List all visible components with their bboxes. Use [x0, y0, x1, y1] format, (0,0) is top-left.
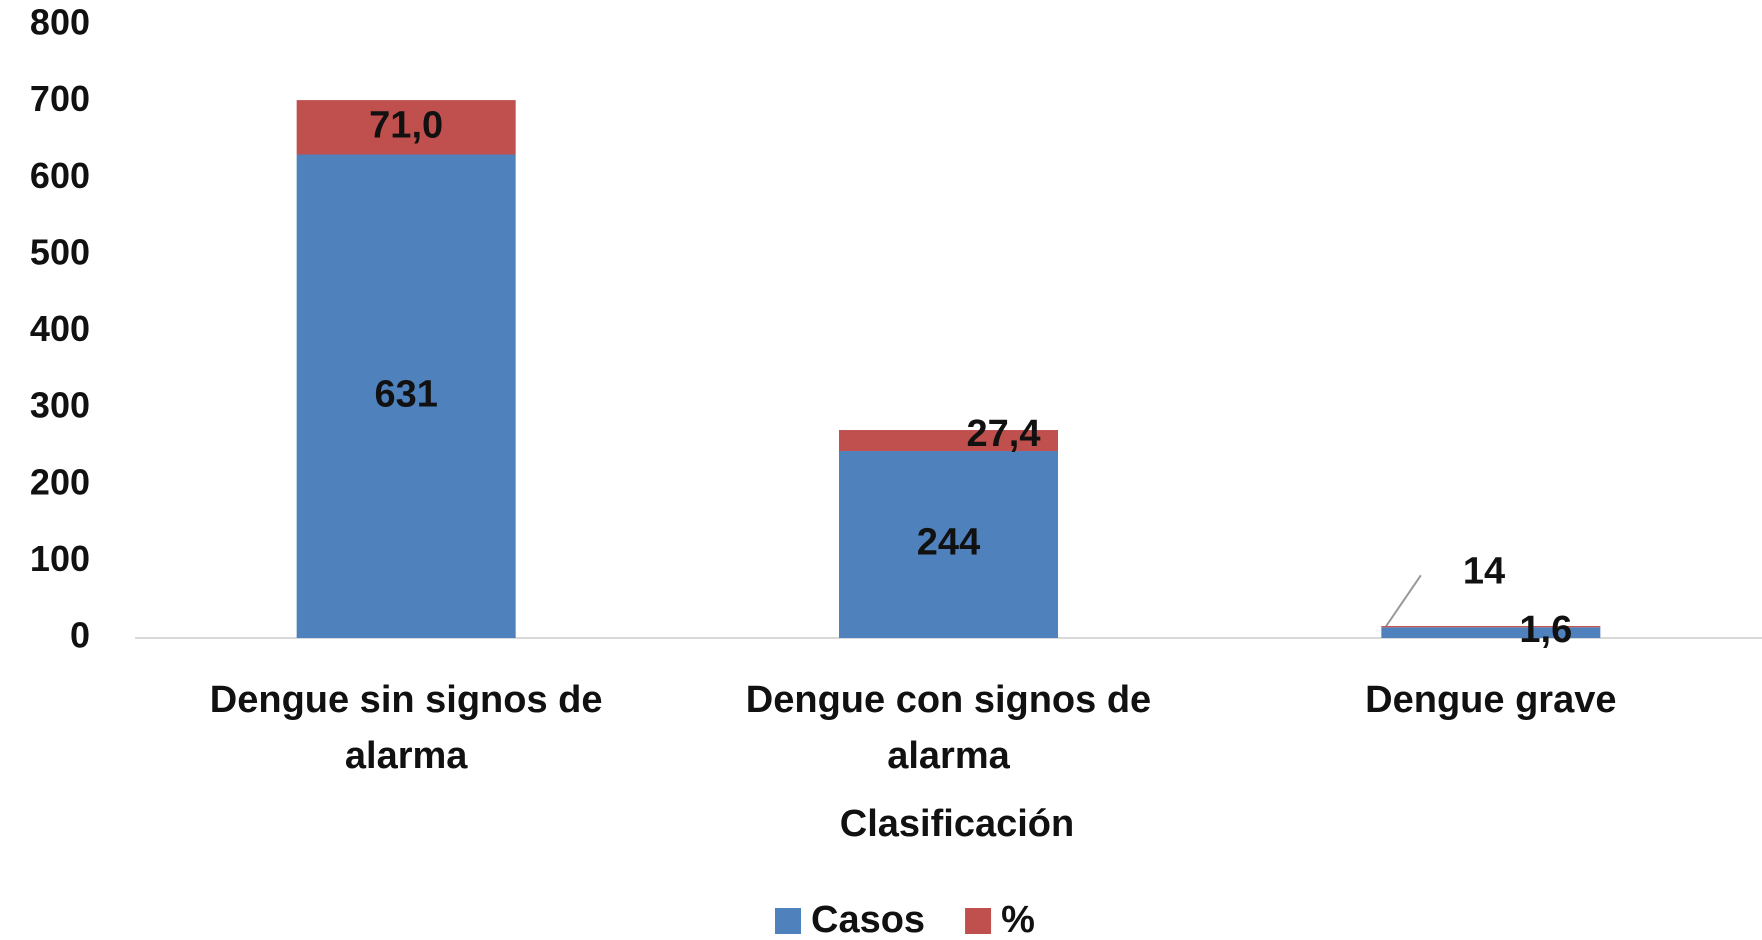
bar-segment: [839, 430, 1058, 452]
bar-segment: [296, 154, 516, 638]
x-tick-label: Dengue grave: [1365, 679, 1617, 721]
data-label: 71,0: [369, 104, 443, 146]
legend-label: Casos: [811, 899, 925, 940]
legend-label: %: [1001, 899, 1035, 940]
data-label: 27,4: [967, 413, 1041, 455]
x-tick-label: Dengue con signos de alarma: [745, 679, 1152, 777]
data-label: 1,6: [1519, 609, 1572, 651]
y-tick-label: 800: [30, 2, 90, 43]
x-tick-label: Dengue sin signos de alarma: [209, 679, 603, 777]
y-tick-label: 300: [30, 385, 90, 426]
bar-segment: [1381, 626, 1601, 628]
y-tick-label: 700: [30, 78, 90, 119]
data-label: 244: [917, 522, 980, 564]
data-label: 631: [374, 373, 437, 415]
legend-swatch: [965, 908, 992, 934]
x-axis-title: Clasificación: [840, 803, 1074, 845]
bar-segment: [296, 100, 516, 155]
y-tick-label: 600: [30, 155, 90, 196]
legend-swatch: [775, 908, 801, 934]
y-tick-label: 200: [30, 461, 90, 502]
y-tick-label: 500: [30, 231, 90, 272]
bar-segment: [1381, 627, 1601, 638]
data-label: 14: [1463, 550, 1505, 592]
y-tick-label: 100: [30, 538, 90, 579]
leader-line: [1384, 574, 1422, 628]
bar-segment: [839, 451, 1058, 638]
y-tick-label: 400: [30, 308, 90, 349]
y-tick-label: 0: [70, 615, 90, 656]
